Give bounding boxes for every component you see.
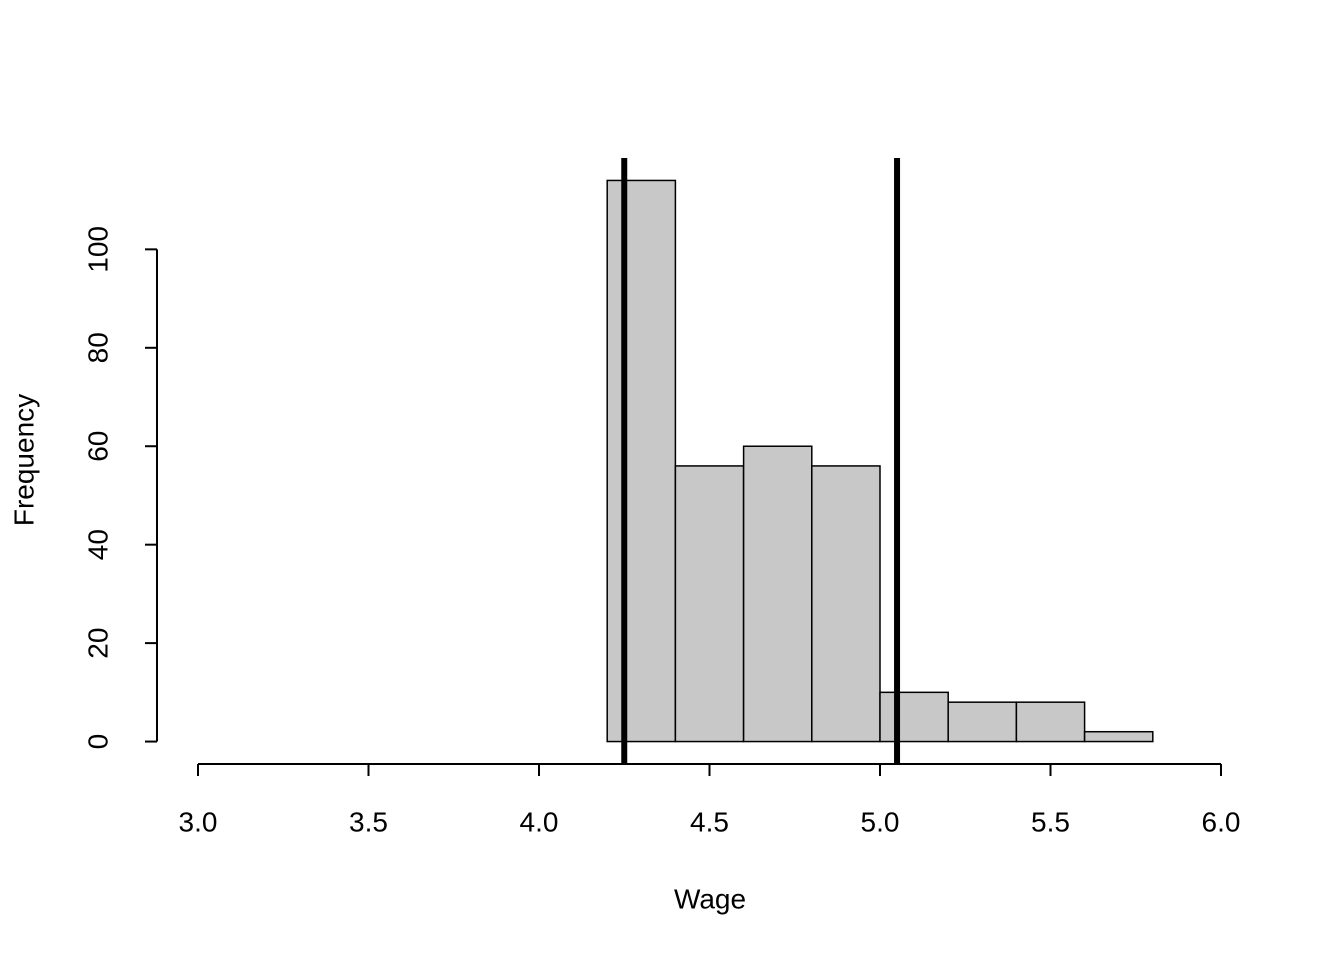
y-tick-label: 80	[82, 332, 113, 363]
bar	[947, 701, 1018, 743]
y-tick-label: 40	[82, 529, 113, 560]
x-tick-label: 3.5	[349, 806, 388, 837]
bar	[1083, 730, 1154, 743]
x-tick-label: 5.5	[1031, 806, 1070, 837]
bar	[811, 465, 881, 743]
x-tick-label: 4.0	[520, 806, 559, 837]
x-tick-label: 5.0	[861, 806, 900, 837]
x-tick-label: 6.0	[1202, 806, 1241, 837]
y-tick-label: 60	[82, 431, 113, 462]
y-tick-label: 0	[82, 734, 113, 750]
bar	[606, 179, 677, 743]
bar	[742, 445, 813, 743]
y-tick-label: 100	[82, 226, 113, 273]
bar	[674, 465, 745, 743]
bar	[879, 691, 949, 743]
x-axis-label: Wage	[674, 883, 746, 914]
bar	[1015, 701, 1086, 743]
x-tick-label: 3.0	[179, 806, 218, 837]
x-tick-label: 4.5	[690, 806, 729, 837]
y-axis-label: Frequency	[8, 394, 39, 526]
y-tick-label: 20	[82, 628, 113, 659]
